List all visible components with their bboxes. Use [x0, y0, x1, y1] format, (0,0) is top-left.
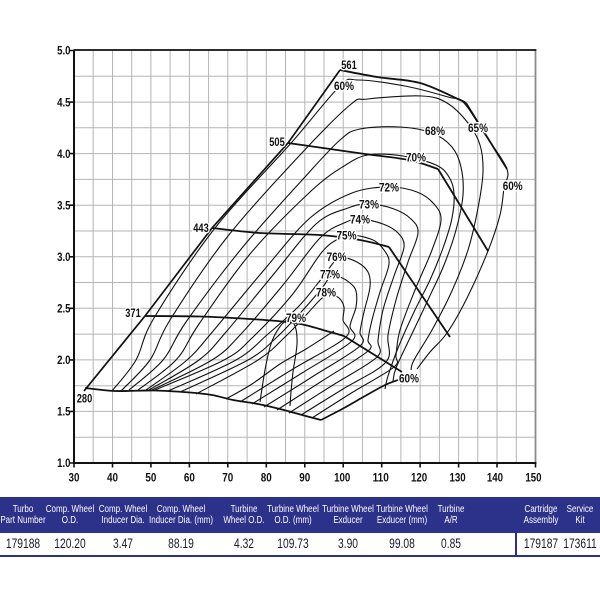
svg-text:75%: 75% [337, 231, 357, 243]
svg-text:4.5: 4.5 [57, 95, 71, 109]
svg-text:78%: 78% [316, 288, 336, 300]
svg-text:2.5: 2.5 [57, 302, 71, 316]
svg-text:2.0: 2.0 [57, 353, 71, 367]
svg-text:140: 140 [487, 471, 503, 485]
svg-text:72%: 72% [379, 183, 399, 195]
svg-text:371: 371 [125, 308, 141, 320]
svg-text:110: 110 [373, 471, 389, 485]
svg-text:76%: 76% [327, 252, 347, 264]
svg-text:77%: 77% [320, 270, 340, 282]
svg-text:443: 443 [193, 223, 209, 235]
svg-text:60%: 60% [334, 81, 354, 93]
svg-text:30: 30 [69, 471, 80, 485]
svg-text:100: 100 [334, 471, 350, 485]
svg-text:1.0: 1.0 [57, 456, 71, 470]
svg-text:70: 70 [222, 471, 233, 485]
svg-text:74%: 74% [350, 215, 370, 227]
svg-text:280: 280 [77, 394, 93, 406]
svg-text:79%: 79% [286, 313, 306, 325]
svg-text:80: 80 [261, 471, 272, 485]
svg-text:50: 50 [145, 471, 156, 485]
svg-text:150: 150 [525, 471, 541, 485]
svg-text:70%: 70% [406, 153, 426, 165]
svg-text:40: 40 [107, 471, 118, 485]
svg-text:68%: 68% [425, 126, 445, 138]
svg-text:120: 120 [411, 471, 427, 485]
svg-text:65%: 65% [468, 123, 488, 135]
svg-text:90: 90 [299, 471, 310, 485]
svg-text:73%: 73% [359, 200, 379, 212]
svg-text:4.0: 4.0 [57, 147, 71, 161]
svg-text:561: 561 [341, 60, 357, 72]
svg-text:505: 505 [269, 137, 285, 149]
svg-text:1.5: 1.5 [57, 405, 71, 419]
svg-text:130: 130 [450, 471, 466, 485]
svg-text:3.0: 3.0 [57, 250, 71, 264]
svg-text:60: 60 [184, 471, 195, 485]
svg-text:60%: 60% [399, 374, 419, 386]
svg-text:3.5: 3.5 [57, 198, 71, 212]
svg-text:60%: 60% [503, 181, 523, 193]
svg-text:5.0: 5.0 [57, 44, 71, 58]
